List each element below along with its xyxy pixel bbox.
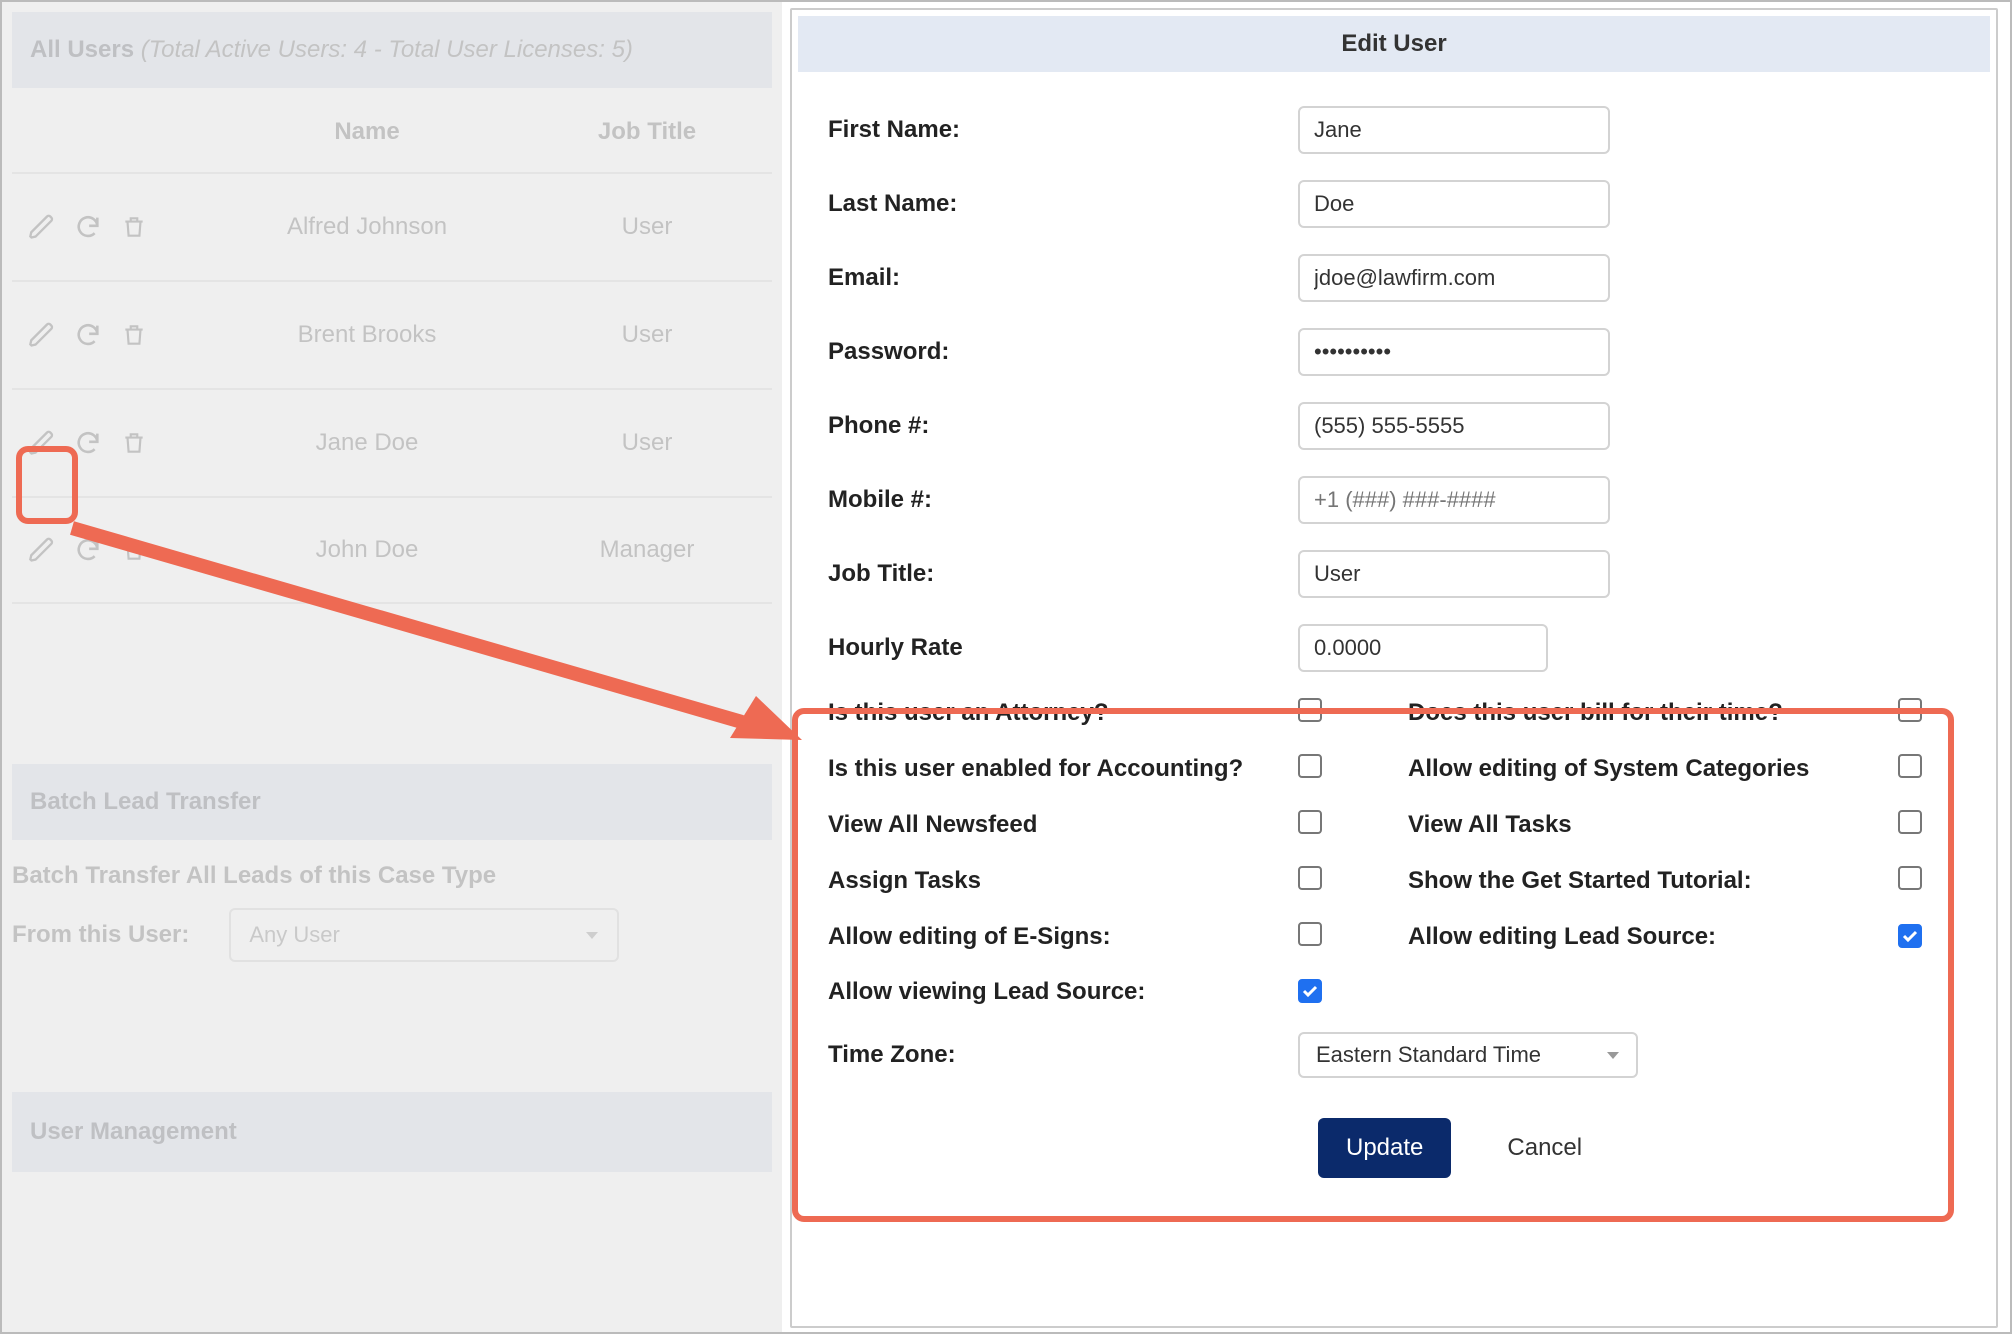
from-user-label: From this User: [12,921,189,949]
modal-title: Edit User [798,16,1990,72]
accounting-label: Is this user enabled for Accounting? [828,755,1298,783]
edit_lead-label: Allow editing Lead Source: [1408,923,1898,951]
bill-label: Does this user bill for their time? [1408,699,1898,727]
timezone-label: Time Zone: [828,1041,1298,1069]
last-name-input[interactable] [1298,180,1610,228]
update-button[interactable]: Update [1318,1118,1451,1178]
user-name: Brent Brooks [202,321,532,349]
table-row: John DoeManager [12,496,772,604]
permissions-row: Allow editing of E-Signs: Allow editing L… [828,922,1960,952]
batch-subtitle: Batch Transfer All Leads of this Case Ty… [12,840,772,908]
trash-icon[interactable] [118,319,150,351]
timezone-value: Eastern Standard Time [1316,1042,1541,1068]
permissions-row: Is this user enabled for Accounting? Allo… [828,754,1960,784]
password-label: Password: [828,338,1298,366]
user-job: User [532,321,762,349]
refresh-icon[interactable] [72,534,104,566]
bill-checkbox[interactable] [1898,698,1922,722]
table-row: Brent BrooksUser [12,280,772,388]
assign-label: Assign Tasks [828,867,1298,895]
all-users-header: All Users (Total Active Users: 4 - Total… [12,12,772,88]
refresh-icon[interactable] [72,319,104,351]
assign-checkbox[interactable] [1298,866,1322,890]
mobile-input[interactable] [1298,476,1610,524]
user-job: User [532,213,762,241]
newsfeed-label: View All Newsfeed [828,811,1298,839]
tasks-label: View All Tasks [1408,811,1898,839]
cancel-button[interactable]: Cancel [1501,1133,1588,1163]
permissions-row: Assign Tasks Show the Get Started Tutoria… [828,866,1960,896]
last-name-label: Last Name: [828,190,1298,218]
permissions-row: View All Newsfeed View All Tasks [828,810,1960,840]
refresh-icon[interactable] [72,427,104,459]
table-row: Alfred JohnsonUser [12,172,772,280]
edit-user-modal: Edit User First Name: Last Name: Email: … [790,8,1998,1328]
view_lead-checkbox[interactable] [1298,979,1322,1003]
syscat-checkbox[interactable] [1898,754,1922,778]
timezone-select[interactable]: Eastern Standard Time [1298,1032,1638,1078]
trash-icon[interactable] [118,427,150,459]
edit_lead-checkbox[interactable] [1898,924,1922,948]
from-user-select[interactable]: Any User [229,908,619,962]
trash-icon[interactable] [118,211,150,243]
hourly-rate-label: Hourly Rate [828,634,1298,662]
email-label: Email: [828,264,1298,292]
mobile-label: Mobile #: [828,486,1298,514]
pencil-icon[interactable] [26,427,58,459]
job-title-label: Job Title: [828,560,1298,588]
permissions-row: Is this user an Attorney? Does this user … [828,698,1960,728]
refresh-icon[interactable] [72,211,104,243]
user-job: Manager [532,536,762,564]
view_lead-label: Allow viewing Lead Source: [828,978,1298,1006]
email-input[interactable] [1298,254,1610,302]
col-job: Job Title [532,118,762,146]
esign-label: Allow editing of E-Signs: [828,923,1298,951]
tutorial-label: Show the Get Started Tutorial: [1408,867,1898,895]
password-input[interactable] [1298,328,1610,376]
pencil-icon[interactable] [26,534,58,566]
all-users-meta: (Total Active Users: 4 - Total User Lice… [141,36,633,63]
syscat-label: Allow editing of System Categories [1408,755,1898,783]
attorney-checkbox[interactable] [1298,698,1322,722]
trash-icon[interactable] [118,534,150,566]
first-name-input[interactable] [1298,106,1610,154]
user-job: User [532,429,762,457]
chevron-down-icon [1606,1042,1620,1068]
phone-input[interactable] [1298,402,1610,450]
user-management-header: User Management [12,1092,772,1172]
pencil-icon[interactable] [26,211,58,243]
users-table-header: Name Job Title [12,88,772,172]
phone-label: Phone #: [828,412,1298,440]
table-row: Jane DoeUser [12,388,772,496]
permissions-row: Allow viewing Lead Source: [828,978,1960,1006]
accounting-checkbox[interactable] [1298,754,1322,778]
user-name: Jane Doe [202,429,532,457]
batch-lead-transfer-header: Batch Lead Transfer [12,764,772,840]
first-name-label: First Name: [828,116,1298,144]
pencil-icon[interactable] [26,319,58,351]
col-name: Name [202,118,532,146]
attorney-label: Is this user an Attorney? [828,699,1298,727]
newsfeed-checkbox[interactable] [1298,810,1322,834]
esign-checkbox[interactable] [1298,922,1322,946]
job-title-input[interactable] [1298,550,1610,598]
user-name: John Doe [202,536,532,564]
all-users-title: All Users [30,36,134,63]
hourly-rate-input[interactable] [1298,624,1548,672]
user-name: Alfred Johnson [202,213,532,241]
tasks-checkbox[interactable] [1898,810,1922,834]
chevron-down-icon [585,922,599,948]
tutorial-checkbox[interactable] [1898,866,1922,890]
from-user-value: Any User [249,922,339,948]
